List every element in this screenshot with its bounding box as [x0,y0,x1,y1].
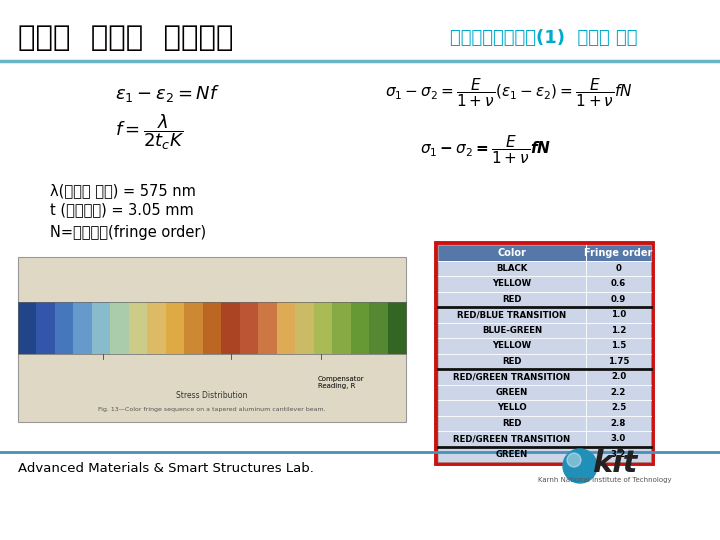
Bar [129,302,148,354]
Text: GREEN: GREEN [496,450,528,459]
Bar [258,302,278,354]
Bar [438,431,651,447]
Bar [438,384,651,400]
Bar [438,245,651,260]
Bar [92,302,112,354]
Text: Color: Color [498,248,526,258]
Circle shape [567,453,581,467]
Bar [18,302,37,354]
Bar [438,338,651,354]
Text: Compensator
Reading, R: Compensator Reading, R [318,376,364,389]
Bar [438,276,651,292]
Bar [55,302,74,354]
Bar [438,322,651,338]
Text: RED: RED [503,357,522,366]
Text: 2.8: 2.8 [611,418,626,428]
Text: 2.2: 2.2 [611,388,626,397]
Text: YELLOW: YELLOW [492,341,531,350]
Text: 기계공학기초실험(1)  광탄성 실험: 기계공학기초실험(1) 광탄성 실험 [450,29,637,47]
Text: $\sigma_1 - \sigma_2 = \dfrac{E}{1+\nu}(\varepsilon_1 - \varepsilon_2) = \dfrac{: $\sigma_1 - \sigma_2 = \dfrac{E}{1+\nu}(… [385,77,633,110]
Text: 1.5: 1.5 [611,341,626,350]
Bar [314,302,333,354]
Text: 3.2: 3.2 [611,450,626,459]
Text: λ(파장의 길이) = 575 nm: λ(파장의 길이) = 575 nm [50,184,196,199]
Bar [18,257,406,422]
Text: Advanced Materials & Smart Structures Lab.: Advanced Materials & Smart Structures La… [18,462,314,475]
Text: RED: RED [503,418,522,428]
Text: Karnh National Institute of Technology: Karnh National Institute of Technology [538,477,672,483]
Text: $\varepsilon_1 - \varepsilon_2 = Nf$: $\varepsilon_1 - \varepsilon_2 = Nf$ [115,83,220,104]
Text: 0: 0 [616,264,621,273]
Bar [295,302,315,354]
Bar [332,302,351,354]
Text: RED/GREEN TRANSITION: RED/GREEN TRANSITION [454,372,570,381]
Text: BLACK: BLACK [496,264,528,273]
Bar [18,302,406,354]
Text: 3.0: 3.0 [611,434,626,443]
Bar [438,400,651,415]
Bar [369,302,389,354]
Bar [438,307,651,322]
Bar [436,243,653,464]
Text: Fig. 13—Color fringe sequence on a tapered aluminum cantilever beam.: Fig. 13—Color fringe sequence on a taper… [98,407,326,411]
Text: YELLOW: YELLOW [492,279,531,288]
Text: t (코팅두께) = 3.05 mm: t (코팅두께) = 3.05 mm [50,202,194,218]
Bar [203,302,222,354]
Text: 1.75: 1.75 [608,357,629,366]
Text: RED: RED [503,295,522,303]
Text: 0.9: 0.9 [611,295,626,303]
Bar [73,302,93,354]
Bar [240,302,259,354]
Bar [438,447,651,462]
Bar [166,302,185,354]
Text: 2.5: 2.5 [611,403,626,412]
Bar [438,354,651,369]
Bar [184,302,204,354]
Bar [351,302,370,354]
Text: 1.0: 1.0 [611,310,626,319]
Text: Stress Distribution: Stress Distribution [176,392,248,401]
Text: GREEN: GREEN [496,388,528,397]
Bar [110,302,130,354]
Text: 1.2: 1.2 [611,326,626,335]
Bar [438,245,651,462]
Bar [221,302,240,354]
Text: 2.0: 2.0 [611,372,626,381]
Text: 투과형  광탄성  측정원리: 투과형 광탄성 측정원리 [18,24,233,52]
Text: YELLO: YELLO [498,403,527,412]
Bar [37,302,56,354]
Text: Fringe order: Fringe order [585,248,653,258]
Text: N=무니차수(fringe order): N=무니차수(fringe order) [50,225,206,240]
Bar [148,302,167,354]
Bar [387,302,407,354]
Text: RED/BLUE TRANSITION: RED/BLUE TRANSITION [457,310,567,319]
Text: RED/GREEN TRANSITION: RED/GREEN TRANSITION [454,434,570,443]
Text: kit: kit [593,449,638,477]
Bar [438,292,651,307]
Text: $\boldsymbol{\sigma_1 - \sigma_2 = \dfrac{E}{1+\nu}fN}$: $\boldsymbol{\sigma_1 - \sigma_2 = \dfra… [420,133,552,166]
Bar [438,260,651,276]
Bar [438,369,651,384]
Text: $f = \dfrac{\lambda}{2t_c K}$: $f = \dfrac{\lambda}{2t_c K}$ [115,112,184,152]
Circle shape [563,449,597,483]
Text: 0.6: 0.6 [611,279,626,288]
Bar [276,302,296,354]
Bar [438,415,651,431]
Text: BLUE-GREEN: BLUE-GREEN [482,326,542,335]
